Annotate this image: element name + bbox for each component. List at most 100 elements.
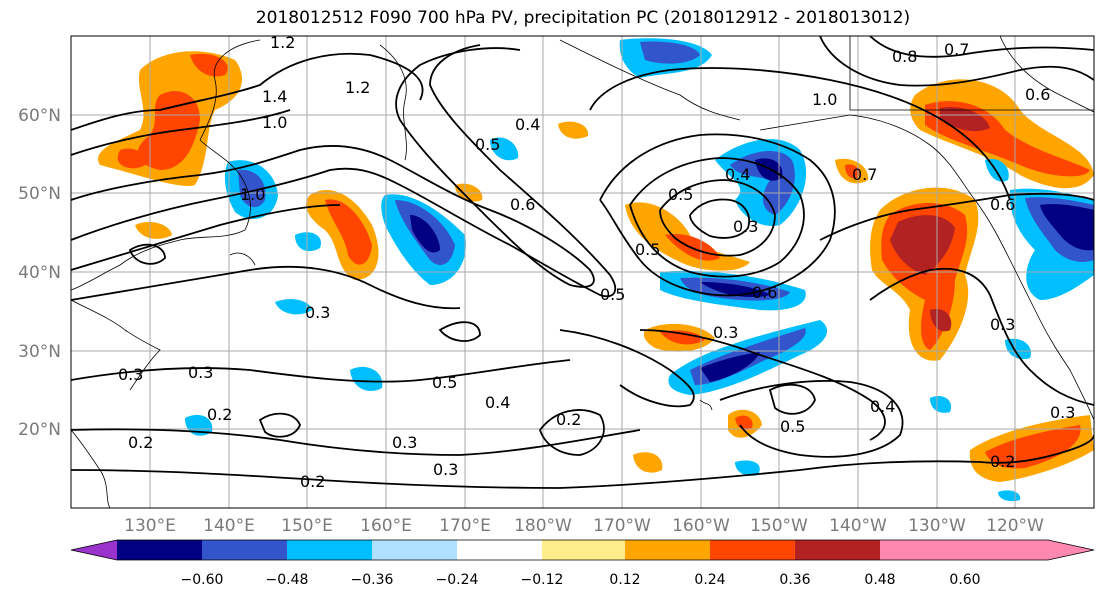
contour-label: 0.5 [475, 135, 500, 154]
negative-anomaly [275, 299, 312, 315]
lat-tick-label: 50°N [18, 184, 61, 204]
negative-anomaly [930, 395, 952, 413]
colorbar-swatch [202, 540, 287, 560]
positive-anomaly [325, 199, 372, 265]
contour-label: 0.7 [944, 40, 969, 59]
contour-label: 0.6 [990, 195, 1015, 214]
positive-anomaly [940, 106, 990, 132]
contour-label: 0.3 [118, 365, 143, 384]
colorbar-tick-label: 0.12 [609, 572, 640, 588]
positive-anomaly [660, 330, 705, 345]
lat-tick-label: 20°N [18, 420, 61, 440]
contour-label: 0.8 [892, 47, 917, 66]
negative-anomaly [755, 158, 783, 181]
colorbar-swatch [880, 540, 965, 560]
contour-label: 0.3 [433, 460, 458, 479]
latitude-labels: 60°N 50°N 40°N 30°N 20°N [18, 106, 61, 440]
colorbar-extend-low [71, 540, 117, 560]
positive-anomaly [985, 425, 1081, 469]
negative-anomaly [238, 169, 266, 208]
lon-tick-label: 140°E [203, 516, 255, 536]
contour-label: 1.2 [270, 33, 295, 52]
negative-anomaly [640, 41, 700, 64]
positive-anomaly [930, 308, 952, 332]
colorbar-tick-label: −0.24 [436, 572, 479, 588]
positive-anomaly [735, 415, 753, 430]
contour-label: 0.6 [752, 283, 777, 302]
contour-label: 0.3 [1050, 403, 1075, 422]
contour-label: 1.0 [240, 185, 265, 204]
lon-tick-label: 160°E [360, 516, 412, 536]
negative-anomaly [700, 352, 760, 382]
negative-anomaly [1040, 204, 1094, 251]
positive-anomaly [633, 452, 663, 473]
contour-label: 0.5 [635, 240, 660, 259]
contour-label: 0.4 [485, 393, 510, 412]
pv-contours [71, 36, 1094, 489]
lat-tick-label: 60°N [18, 106, 61, 126]
lon-tick-label: 120°W [986, 516, 1044, 536]
colorbar-tick-label: 0.24 [694, 572, 725, 588]
lon-tick-label: 160°W [672, 516, 730, 536]
contour-label: 0.2 [556, 410, 581, 429]
colorbar-swatch [795, 540, 880, 560]
lon-tick-label: 150°W [750, 516, 808, 536]
lat-tick-label: 40°N [18, 263, 61, 283]
contour-label: 0.4 [725, 165, 750, 184]
contour-label: 0.3 [305, 303, 330, 322]
longitude-labels: 130°E 140°E 150°E 160°E 170°E 180°W 170°… [124, 516, 1044, 536]
colorbar-tick-label: −0.12 [521, 572, 564, 588]
contour-label: 1.2 [345, 78, 370, 97]
contour-label: 0.3 [188, 363, 213, 382]
colorbar-tick-label: 0.36 [779, 572, 810, 588]
negative-anomaly [410, 215, 440, 253]
contour-label: 0.2 [990, 452, 1015, 471]
positive-anomaly [558, 121, 589, 139]
lon-tick-label: 140°W [829, 516, 887, 536]
map-title: 2018012512 F090 700 hPa PV, precipitatio… [255, 8, 911, 28]
lon-tick-label: 130°W [908, 516, 966, 536]
lon-tick-label: 170°W [593, 516, 651, 536]
contour-label: 0.3 [392, 433, 417, 452]
positive-anomaly [135, 221, 172, 239]
negative-anomaly [295, 232, 321, 252]
positive-anomaly [190, 53, 228, 77]
colorbar-tick-label: 0.48 [864, 572, 895, 588]
contour-label: 0.2 [207, 405, 232, 424]
contour-label: 0.5 [432, 373, 457, 392]
contour-label: 0.5 [668, 185, 693, 204]
contour-label: 0.7 [852, 165, 877, 184]
lon-tick-label: 170°E [439, 516, 491, 536]
contour-label: 0.2 [128, 433, 153, 452]
colorbar-swatch [710, 540, 795, 560]
lon-tick-label: 130°E [124, 516, 176, 536]
negative-anomaly [490, 137, 519, 161]
colorbar-swatch [625, 540, 710, 560]
colorbar-swatch [457, 540, 542, 560]
colorbar-swatch [117, 540, 202, 560]
contour-label: 0.4 [515, 115, 540, 134]
colorbar-tick-label: −0.36 [351, 572, 394, 588]
positive-anomaly [117, 148, 146, 169]
map-frame [70, 35, 1095, 509]
lon-tick-label: 180°W [514, 516, 572, 536]
lon-tick-label: 150°E [281, 516, 333, 536]
contour-label: 1.0 [262, 113, 287, 132]
colorbar-extend-high [965, 540, 1094, 560]
positive-anomaly [890, 215, 955, 275]
contour-label: 0.2 [300, 472, 325, 491]
coastlines [71, 36, 1094, 508]
contour-label: 1.4 [262, 87, 287, 106]
colorbar-swatch [542, 540, 625, 560]
contour-labels: 1.2 1.4 1.2 1.0 0.8 0.7 0.6 1.0 0.5 0.4 … [118, 33, 1075, 491]
contour-label: 0.4 [870, 397, 895, 416]
positive-anomaly [845, 164, 860, 179]
contour-label: 0.3 [733, 217, 758, 236]
negative-anomaly [735, 460, 760, 476]
contour-label: 0.5 [600, 285, 625, 304]
colorbar-swatch [372, 540, 457, 560]
colorbar: −0.60 −0.48 −0.36 −0.24 −0.12 0.12 0.24 … [70, 539, 1095, 588]
contour-label: 0.6 [1025, 85, 1050, 104]
colorbar-swatch [287, 540, 372, 560]
